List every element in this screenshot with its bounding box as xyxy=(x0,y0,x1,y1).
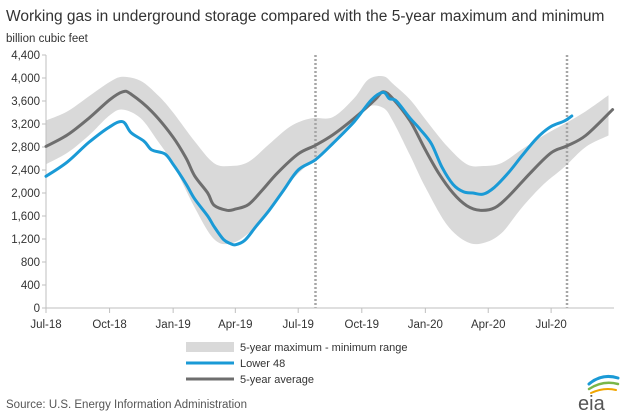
x-tick-label: Jul-19 xyxy=(283,319,314,331)
eia-logo-text: eia xyxy=(578,393,606,415)
range-band-area xyxy=(46,76,609,245)
x-tick-label: Jan-20 xyxy=(408,319,443,331)
y-tick-label: 1,600 xyxy=(11,211,40,223)
y-tick-label: 400 xyxy=(21,280,40,292)
legend-label-avg: 5-year average xyxy=(240,374,314,386)
chart-title: Working gas in underground storage compa… xyxy=(6,8,604,25)
y-tick-label: 1,200 xyxy=(11,234,40,246)
y-axis-ticks: 0 400 800 1,200 1,600 2,000 2,400 2,800 3,200 3,6… xyxy=(11,50,46,315)
series-line-5yr-average xyxy=(44,89,615,213)
eia-logo-swoosh-low xyxy=(590,388,617,394)
y-tick-label: 4,000 xyxy=(11,73,40,85)
y-tick-label: 4,400 xyxy=(11,50,40,62)
y-tick-label: 800 xyxy=(21,257,40,269)
x-tick-label: Oct-19 xyxy=(345,319,380,331)
x-tick-label: Apr-19 xyxy=(218,319,253,331)
x-axis-ticks: Jul-18 Oct-18 Jan-19 Apr-19 Jul-19 Oct-19 Jan-… xyxy=(30,308,567,331)
legend: 5-year maximum - minimum range Lower 48 … xyxy=(186,342,407,386)
legend-swatch-range xyxy=(186,342,234,352)
x-tick-label: Oct-18 xyxy=(92,319,127,331)
axes xyxy=(45,55,614,309)
series-line-lower48 xyxy=(44,90,574,247)
eia-logo-swoosh-mid xyxy=(587,381,620,391)
range-band xyxy=(46,76,609,245)
y-axis-unit-label: billion cubic feet xyxy=(6,33,89,45)
x-tick-label: Jul-18 xyxy=(30,319,61,331)
y-tick-label: 2,400 xyxy=(11,165,40,177)
legend-label-range: 5-year maximum - minimum range xyxy=(240,342,407,354)
x-tick-label: Apr-20 xyxy=(471,319,506,331)
y-tick-label: 2,800 xyxy=(11,142,40,154)
eia-logo: eia xyxy=(578,375,620,415)
eia-logo-swoosh-top xyxy=(587,375,620,386)
source-note: Source: U.S. Energy Information Administ… xyxy=(6,399,247,411)
y-tick-label: 3,600 xyxy=(11,96,40,108)
legend-label-lower48: Lower 48 xyxy=(240,358,285,370)
y-tick-label: 0 xyxy=(34,303,40,315)
x-tick-label: Jan-19 xyxy=(156,319,191,331)
series-lines xyxy=(44,89,615,247)
x-tick-label: Jul-20 xyxy=(535,319,566,331)
y-tick-label: 2,000 xyxy=(11,188,40,200)
y-tick-label: 3,200 xyxy=(11,119,40,131)
